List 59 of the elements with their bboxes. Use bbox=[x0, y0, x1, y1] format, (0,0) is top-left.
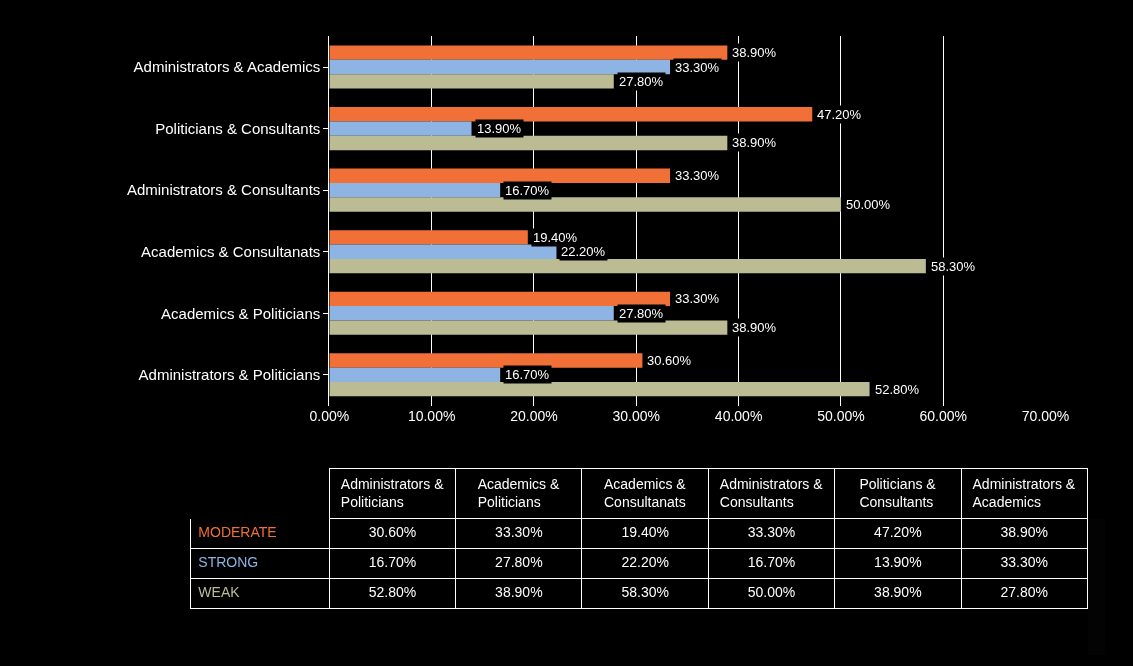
y-tick-label: Academics & Politicians bbox=[161, 304, 321, 322]
text: 38.90% bbox=[495, 583, 543, 600]
data-label: 33.30% bbox=[675, 60, 720, 75]
text: WEAK bbox=[198, 583, 241, 600]
text: 13.90% bbox=[874, 553, 922, 570]
data-label: 47.20% bbox=[817, 107, 862, 122]
data-label: 52.80% bbox=[875, 382, 920, 397]
text: 33.30% bbox=[747, 523, 796, 540]
category-label: Administrators & Academics bbox=[972, 476, 1076, 511]
data-label: 27.80% bbox=[619, 306, 664, 321]
data-label: 22.20% bbox=[561, 244, 606, 259]
x-tick-label: 60.00% bbox=[919, 407, 967, 424]
data-label: 16.70% bbox=[505, 183, 550, 198]
data-label: 33.30% bbox=[675, 291, 720, 306]
data-label: 38.90% bbox=[732, 45, 777, 60]
category-label: Administrators & Consultants bbox=[719, 476, 823, 511]
text: 38.90% bbox=[874, 583, 922, 600]
text: 22.20% bbox=[621, 553, 669, 570]
text: 52.80% bbox=[368, 583, 417, 600]
y-tick-label: Administrators & Politicians bbox=[138, 366, 321, 384]
category-label: Academics & Politicians bbox=[477, 476, 560, 511]
text: 50.00% bbox=[747, 583, 796, 600]
data-label: 58.30% bbox=[931, 259, 976, 274]
data-label: 38.90% bbox=[732, 135, 777, 150]
category-label: Politicians & Consultants bbox=[859, 476, 936, 511]
text: 47.20% bbox=[874, 523, 922, 540]
data-label: 27.80% bbox=[619, 74, 664, 89]
y-tick-label: Academics & Consultanats bbox=[141, 242, 321, 260]
text: 19.40% bbox=[621, 523, 669, 540]
text: 30.60% bbox=[368, 523, 417, 540]
data-label: 50.00% bbox=[846, 197, 891, 212]
text: 27.80% bbox=[1000, 583, 1048, 600]
y-tick-label: Administrators & Consultants bbox=[126, 181, 321, 199]
data-label: 38.90% bbox=[732, 320, 777, 335]
y-tick-label: Administrators & Academics bbox=[133, 58, 321, 76]
category-label: Administrators & Politicians bbox=[340, 476, 444, 511]
x-tick-label: 30.00% bbox=[612, 407, 661, 424]
text: 33.30% bbox=[1000, 553, 1048, 570]
text: MODERATE bbox=[198, 523, 277, 540]
category-label: Academics & Consultanats bbox=[603, 476, 686, 511]
data-label: 30.60% bbox=[647, 353, 692, 368]
x-tick-label: 50.00% bbox=[817, 407, 865, 424]
x-tick-label: 0.00% bbox=[309, 407, 350, 424]
data-label: 13.90% bbox=[477, 121, 522, 136]
x-tick-label: 70.00% bbox=[1021, 407, 1070, 424]
text: 16.70% bbox=[368, 553, 417, 570]
text: STRONG bbox=[198, 553, 259, 570]
text: 33.30% bbox=[495, 523, 543, 540]
data-label: 16.70% bbox=[505, 367, 550, 382]
data-label: 33.30% bbox=[675, 168, 720, 183]
text: 16.70% bbox=[747, 553, 796, 570]
x-tick-label: 20.00% bbox=[510, 407, 558, 424]
text: 38.90% bbox=[1000, 523, 1048, 540]
x-tick-label: 10.00% bbox=[407, 407, 456, 424]
x-tick-label: 40.00% bbox=[714, 407, 763, 424]
data-label: 19.40% bbox=[533, 230, 578, 245]
text: 27.80% bbox=[495, 553, 543, 570]
text: 58.30% bbox=[621, 583, 669, 600]
y-tick-label: Politicians & Consultants bbox=[155, 119, 321, 137]
